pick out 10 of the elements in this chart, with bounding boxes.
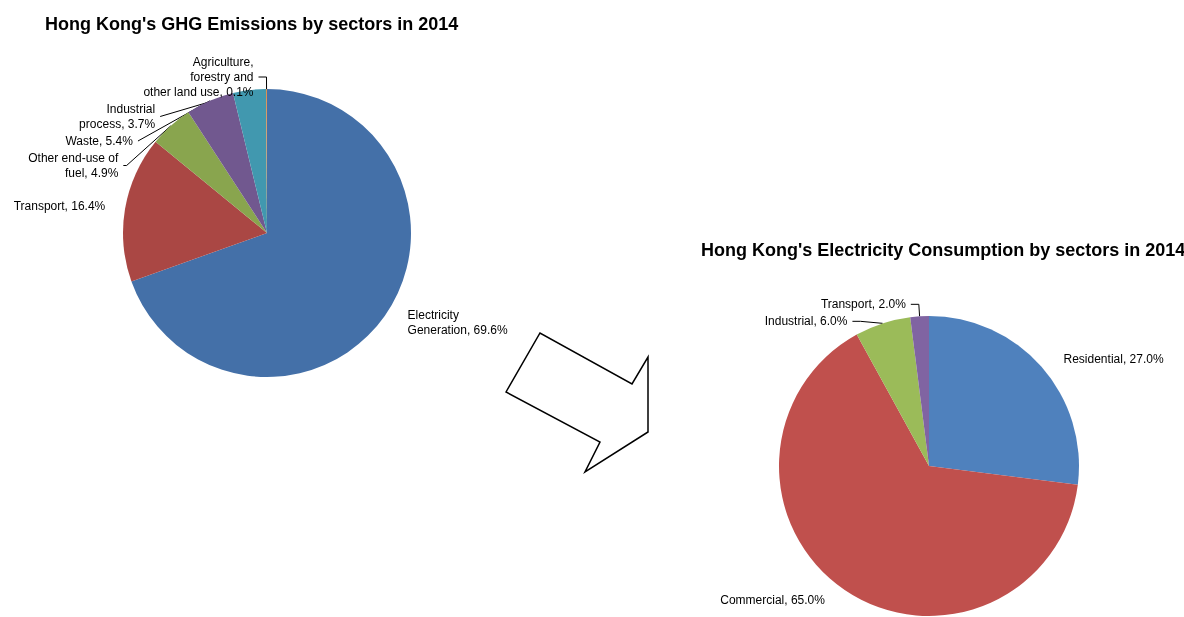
- slice-label: Industrial process, 3.7%: [79, 102, 156, 131]
- slice-label: Transport, 16.4%: [13, 199, 106, 214]
- slice-label: Residential, 27.0%: [1063, 351, 1164, 366]
- chart-title: Hong Kong's GHG Emissions by sectors in 2014: [45, 14, 459, 34]
- slice-label: Industrial, 6.0%: [764, 314, 848, 329]
- slice-label: Commercial, 65.0%: [720, 592, 826, 607]
- slice-label: Other end-use of fuel, 4.9%: [28, 151, 119, 180]
- slice-label: Waste, 5.4%: [65, 134, 134, 148]
- slice-label: Electricity Generation, 69.6%: [407, 308, 508, 338]
- slice-label: Transport, 2.0%: [820, 297, 907, 312]
